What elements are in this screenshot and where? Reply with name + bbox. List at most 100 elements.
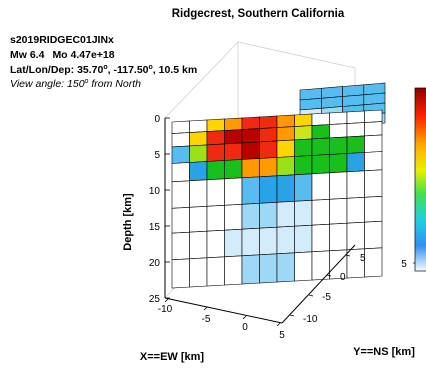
slip-patch <box>276 156 295 177</box>
slip-patch <box>311 223 330 253</box>
event-id: s2019RIDGEC01JINx <box>10 34 114 46</box>
slip-patch <box>329 222 348 252</box>
colorbar-tick-label: 5 <box>401 259 407 270</box>
z-tick-label: 25 <box>149 294 161 305</box>
slip-patch <box>294 199 313 227</box>
axes-box-front <box>164 118 356 324</box>
slip-patch <box>171 180 190 209</box>
x-axis-label: X==EW [km] <box>140 351 205 363</box>
y-tick <box>308 294 314 297</box>
view-prefix: View angle: 150 <box>10 78 85 90</box>
y-tick-label: -10 <box>303 314 318 325</box>
z-tick-label: 10 <box>149 186 161 197</box>
degree-mark-lat: o <box>103 64 107 71</box>
slip-patch <box>241 202 260 230</box>
back-slip-patch <box>342 94 365 107</box>
slip-patch <box>189 230 208 260</box>
slip-patch <box>241 227 260 257</box>
slip-patch <box>224 203 243 231</box>
slip-patch <box>171 206 190 234</box>
slip-patch <box>311 154 330 175</box>
slip-patch <box>171 231 190 261</box>
slip-patch <box>311 198 330 226</box>
slip-patch <box>346 196 365 224</box>
slip-patch <box>241 128 260 144</box>
slip-patch <box>364 134 383 153</box>
slip-patch <box>241 116 260 130</box>
slip-patch <box>276 114 295 128</box>
slip-patch <box>329 197 348 225</box>
slip-patch <box>364 109 383 123</box>
mw-label: Mw 6.4 <box>10 49 45 61</box>
slip-patch <box>259 127 278 143</box>
slip-patch <box>294 113 313 127</box>
slip-patch <box>311 137 330 156</box>
slip-patch <box>224 177 243 206</box>
z-tick-label: 0 <box>154 114 160 125</box>
slip-patch <box>241 176 260 205</box>
slip-patch <box>364 220 383 250</box>
slip-patch <box>294 251 313 282</box>
slip-patch <box>189 144 208 163</box>
x-tick-label: -5 <box>202 314 211 325</box>
y-tick <box>345 254 351 257</box>
slip-patch <box>171 258 190 289</box>
back-slip-patch <box>299 87 322 101</box>
slip-patch <box>206 160 225 181</box>
z-axis-label: Depth [km] <box>122 193 134 251</box>
x-tick <box>164 298 169 303</box>
x-axis-ticks: -10 -5 0 5 <box>158 298 285 341</box>
slip-patch <box>171 145 190 164</box>
slip-patch <box>276 174 295 203</box>
slip-patch <box>346 110 365 124</box>
slip-patch <box>189 131 208 147</box>
location-suffix: , 10.5 km <box>153 64 197 76</box>
back-slip-patch <box>299 97 322 111</box>
slip-patch <box>346 152 365 173</box>
slip-patch <box>294 138 313 157</box>
z-axis-ticks: 0 5 10 15 20 25 <box>149 114 170 305</box>
slip-patch <box>224 117 243 131</box>
slip-patch <box>189 119 208 133</box>
slip-patch <box>259 201 278 229</box>
slip-patch <box>364 195 383 223</box>
slip-patch <box>259 115 278 129</box>
slip-patch <box>329 111 348 125</box>
slip-patch <box>294 224 313 254</box>
slip-patch <box>224 255 243 286</box>
slip-patch <box>329 136 348 155</box>
magnitude-line: Mw 6.4 Mo 4.47e+18 <box>10 49 115 61</box>
y-tick <box>326 274 332 277</box>
z-tick-label: 5 <box>154 150 160 161</box>
mo-label: Mo 4.47e+18 <box>52 49 114 61</box>
slip-patch <box>346 221 365 251</box>
location-mid: , -117.50 <box>108 64 149 76</box>
slip-patch <box>206 130 225 146</box>
x-tick-label: 0 <box>242 322 248 333</box>
slip-patch <box>294 173 313 202</box>
slip-patch <box>276 252 295 283</box>
degree-mark-view: o <box>85 78 89 85</box>
slip-patch <box>294 155 313 176</box>
slip-patch <box>206 143 225 162</box>
slip-patch <box>259 140 278 159</box>
slip-patch <box>329 153 348 174</box>
location-line: Lat/Lon/Dep: 35.70o, -117.50o, 10.5 km <box>10 64 197 76</box>
slip-patch <box>224 142 243 161</box>
slip-patch <box>224 129 243 145</box>
slip-patch <box>259 175 278 204</box>
slip-patch <box>259 157 278 178</box>
slip-patch <box>241 158 260 179</box>
x-tick-label: -10 <box>158 304 173 315</box>
slip-patch <box>206 229 225 259</box>
slip-patch <box>276 200 295 228</box>
slip-patch <box>346 135 365 154</box>
slip-patch <box>189 257 208 288</box>
slip-patch <box>276 225 295 255</box>
y-axis-label: Y==NS [km] <box>353 346 415 358</box>
slip-patch <box>171 162 190 183</box>
location-prefix: Lat/Lon/Dep: 35.70 <box>10 64 104 76</box>
slip-patch <box>311 124 330 140</box>
slip-patch <box>276 139 295 158</box>
